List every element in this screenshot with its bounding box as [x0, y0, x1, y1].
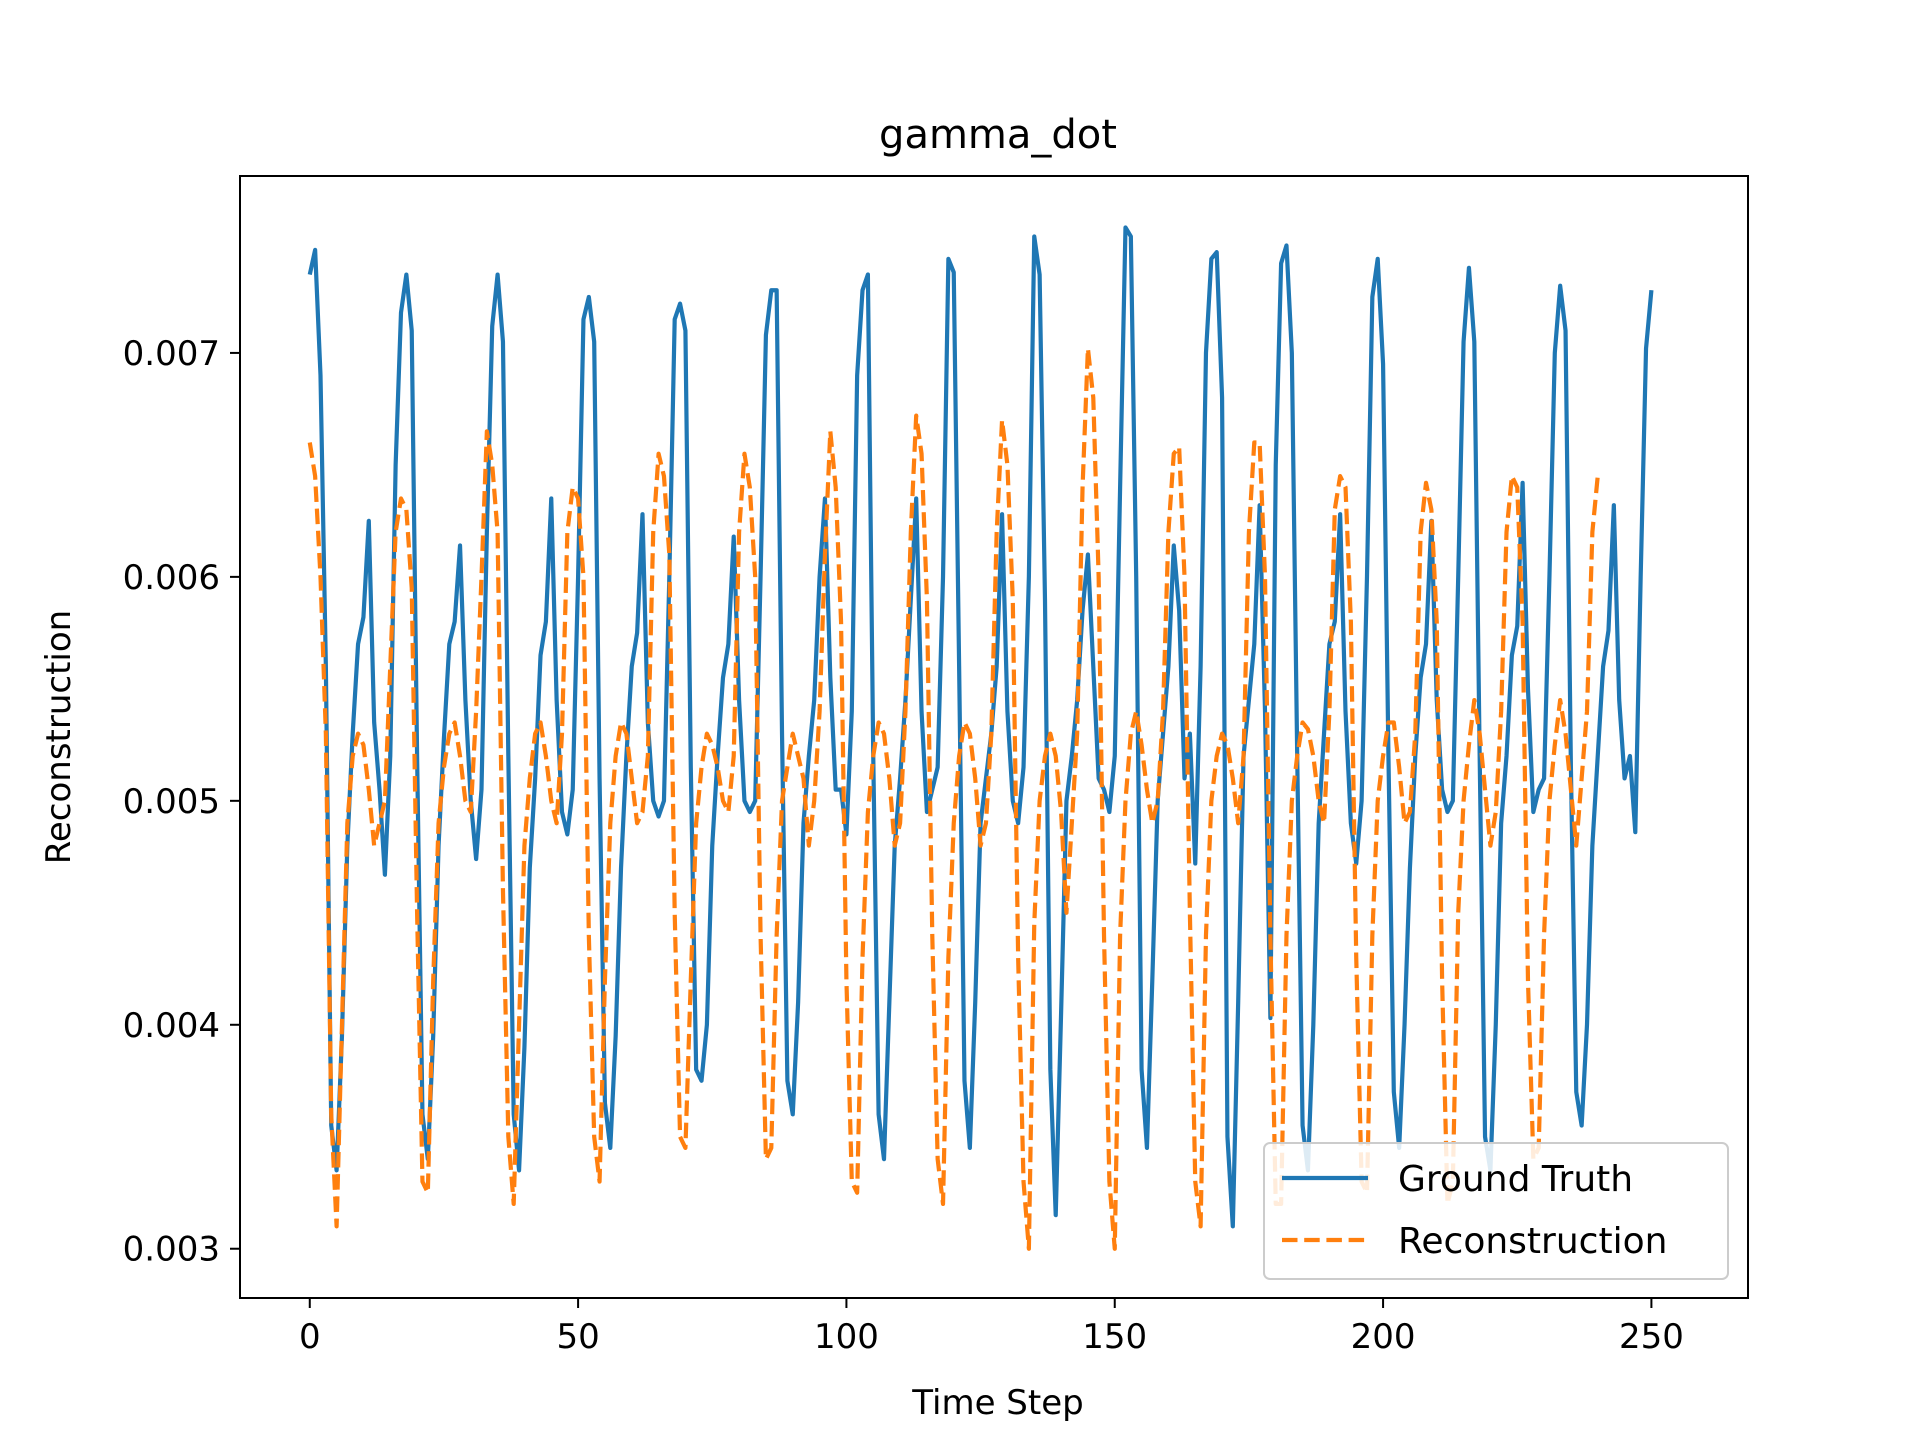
legend-label-ground-truth: Ground Truth	[1398, 1159, 1633, 1200]
x-tick-label: 250	[1619, 1317, 1684, 1357]
y-tick-label: 0.005	[123, 782, 220, 822]
series-layer	[307, 225, 1654, 1251]
y-tick-label: 0.004	[123, 1006, 220, 1046]
legend-box	[1263, 1142, 1729, 1280]
y-tick-label: 0.007	[123, 334, 220, 374]
x-tick-label: 150	[1082, 1317, 1147, 1357]
plot-frame	[239, 175, 1749, 1299]
x-tick-label: 200	[1351, 1317, 1416, 1357]
y-axis: 0.003 0.004 0.005 0.006 0.007	[123, 334, 240, 1270]
x-tick-label: 0	[299, 1317, 321, 1357]
x-axis: 0 50 100 150 200 250	[299, 1298, 1684, 1357]
y-axis-title: Reconstruction	[39, 610, 79, 864]
y-tick-label: 0.006	[123, 558, 220, 598]
x-tick-label: 100	[814, 1317, 879, 1357]
x-axis-title: Time Step	[911, 1383, 1083, 1423]
y-tick-label: 0.003	[123, 1230, 220, 1270]
chart-title: gamma_dot	[879, 112, 1117, 158]
legend: Ground Truth Reconstruction	[1263, 1142, 1729, 1280]
legend-label-reconstruction: Reconstruction	[1398, 1221, 1667, 1262]
series-line-reconstruction	[307, 346, 1600, 1251]
x-tick-label: 50	[556, 1317, 599, 1357]
